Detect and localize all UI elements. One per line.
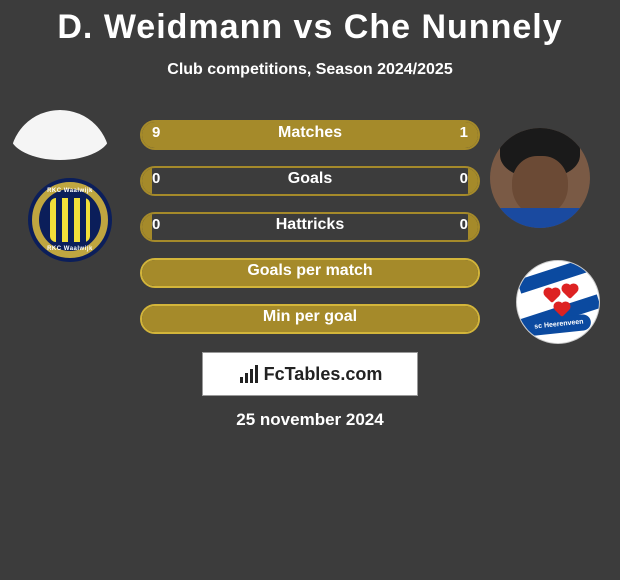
stat-label: Matches: [140, 120, 480, 150]
rkc-waalwijk-badge-icon: RKC Waalwijk RKC Waalwijk: [28, 178, 112, 262]
page-subtitle: Club competitions, Season 2024/2025: [0, 61, 620, 79]
heerenveen-badge-icon: sc Heerenveen: [516, 260, 600, 344]
stat-value-right: 0: [460, 212, 468, 242]
stat-value-left: 0: [152, 166, 160, 196]
stat-value-left: 0: [152, 212, 160, 242]
stat-row: Goals per match: [140, 258, 480, 288]
stat-value-right: 1: [460, 120, 468, 150]
stats-comparison-chart: Matches91Goals00Hattricks00Goals per mat…: [140, 120, 480, 350]
page-title: D. Weidmann vs Che Nunnely: [0, 0, 620, 47]
stat-label: Min per goal: [140, 304, 480, 334]
date-label: 25 november 2024: [0, 410, 620, 430]
player-right-photo: [490, 128, 590, 228]
club-left-name-top: RKC Waalwijk: [32, 188, 108, 194]
stat-row: Min per goal: [140, 304, 480, 334]
stat-row: Hattricks0 0: [140, 212, 480, 242]
player-face-icon: [490, 128, 590, 228]
club-right-logo: sc Heerenveen: [516, 260, 600, 344]
club-left-name-bot: RKC Waalwijk: [32, 246, 108, 252]
bar-chart-icon: [238, 365, 260, 383]
brand-watermark: FcTables.com: [202, 352, 418, 396]
stat-label: Goals: [140, 166, 480, 196]
club-left-logo: RKC Waalwijk RKC Waalwijk: [28, 178, 112, 262]
stat-label: Hattricks: [140, 212, 480, 242]
stat-value-right: 0: [460, 166, 468, 196]
stat-row: Goals0 0: [140, 166, 480, 196]
stat-row: Matches9 1: [140, 120, 480, 150]
stat-label: Goals per match: [140, 258, 480, 288]
silhouette-icon: [10, 110, 110, 160]
stat-value-left: 9: [152, 120, 160, 150]
brand-text: FcTables.com: [264, 364, 383, 385]
